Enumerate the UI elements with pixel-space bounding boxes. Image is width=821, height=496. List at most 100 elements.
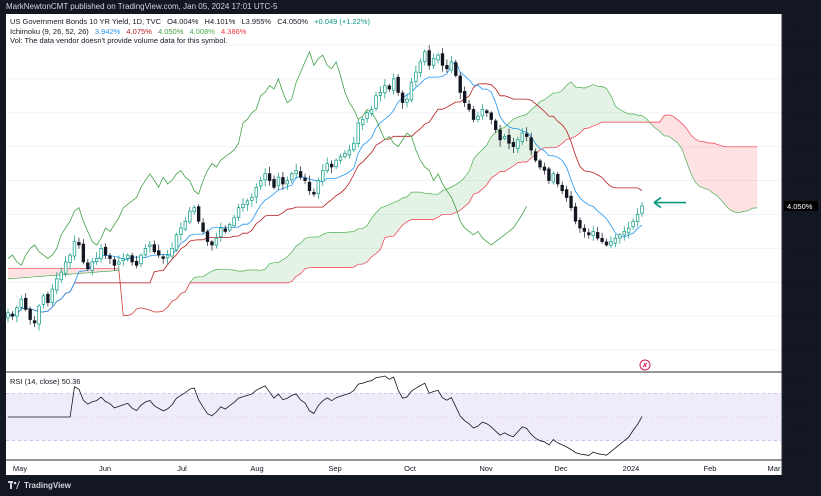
time-tick-label: May — [13, 464, 27, 473]
candle-body — [28, 309, 32, 320]
cloud-segment — [393, 200, 399, 237]
candle-body — [41, 295, 46, 305]
cloud-segment — [606, 88, 611, 123]
candle — [600, 232, 604, 244]
candle — [55, 272, 59, 295]
cloud-segment — [593, 84, 598, 126]
cloud-segment — [619, 109, 625, 123]
candle-body — [46, 293, 50, 303]
cloud-segment — [238, 271, 243, 283]
cloud-segment — [460, 177, 465, 211]
candle-body — [454, 62, 458, 76]
cloud-segment — [198, 276, 204, 283]
candle-body — [556, 173, 560, 185]
candle-body — [494, 120, 498, 131]
candle — [63, 256, 68, 277]
cloud-segment — [380, 206, 385, 250]
candle-body — [227, 224, 232, 231]
cloud-segment — [12, 268, 17, 279]
candle — [254, 183, 258, 204]
cloud-segment — [211, 269, 217, 283]
cloud-segment — [464, 171, 470, 207]
cloud-segment — [602, 86, 607, 123]
candle — [582, 224, 587, 238]
price-tick-label: 4.000% — [788, 210, 814, 219]
candle — [618, 233, 622, 244]
candle-body — [165, 254, 170, 259]
candle — [10, 311, 15, 321]
candle — [157, 244, 161, 259]
grid-lines — [6, 44, 782, 351]
cloud-segment — [642, 115, 647, 123]
candle-body — [365, 112, 369, 119]
candle-body — [600, 237, 604, 242]
candle — [126, 253, 130, 262]
candle-body — [94, 258, 99, 262]
ichimoku-conversion-value: 3.942% — [94, 26, 121, 36]
cloud-segment — [748, 146, 753, 211]
candle — [516, 136, 520, 154]
vol-text: Vol: The data vendor doesn't provide vol… — [10, 36, 228, 45]
candle-body — [298, 171, 303, 178]
cloud-segment — [300, 238, 306, 274]
candle — [307, 175, 312, 196]
cloud-segment — [101, 268, 106, 272]
candle — [396, 74, 400, 96]
cloud-segment — [362, 225, 368, 265]
candle-body — [392, 78, 396, 91]
candle-body — [431, 58, 436, 66]
candle — [352, 136, 356, 153]
candle-body — [458, 75, 462, 93]
conversion-line — [8, 60, 643, 316]
candle — [556, 172, 560, 188]
candle — [41, 293, 46, 309]
candle — [321, 164, 325, 186]
ichimoku-label: Ichimoku (9, 26, 52, 26) — [10, 26, 89, 36]
ichimoku-row: Ichimoku (9, 26, 52, 26) 3.942% 4.075% 4… — [10, 27, 374, 37]
price-axis: % 5.000% 4.800% 4.600% 4.400% 4.200% 4.000% 3.8… — [784, 21, 818, 355]
footer-brand[interactable]: TradingView — [8, 481, 71, 490]
candle — [170, 242, 174, 259]
cloud-segment — [411, 192, 416, 220]
candle — [139, 253, 143, 268]
cloud-segment — [327, 232, 332, 268]
candle-body — [19, 298, 23, 308]
candle — [462, 86, 467, 108]
close-value: C4.050% — [277, 17, 309, 26]
candle-body — [50, 288, 55, 303]
candle — [179, 222, 183, 241]
candle-body — [609, 241, 613, 246]
candle — [152, 240, 156, 255]
candle — [361, 117, 365, 130]
cloud-segment — [451, 184, 456, 215]
candle-body — [108, 255, 112, 259]
candle — [81, 239, 86, 265]
price-tick-label: 5.000% — [788, 41, 814, 50]
candle-body — [90, 261, 94, 271]
candle-body — [192, 207, 196, 212]
candle — [405, 93, 409, 108]
price-axis-unit: % — [792, 21, 799, 30]
tradingview-logo-icon — [8, 481, 20, 489]
candle-body — [547, 168, 551, 181]
candle-body — [303, 177, 307, 181]
candle — [227, 222, 232, 233]
event-marker-icon — [639, 359, 651, 371]
cloud-segment — [375, 208, 381, 254]
candle-body — [81, 243, 86, 263]
candle-body — [440, 53, 445, 66]
candle-body — [259, 180, 263, 187]
open-value: O4.004% — [167, 17, 199, 26]
candle — [480, 104, 485, 121]
cloud-segment — [220, 269, 226, 283]
candle — [24, 293, 28, 312]
candle — [494, 118, 498, 133]
cloud-segment — [712, 143, 718, 196]
candle — [72, 235, 77, 261]
candle — [174, 232, 179, 252]
cloud-segment — [52, 268, 57, 276]
low-value: L3.955% — [241, 17, 272, 26]
cloud-segment — [455, 181, 461, 213]
ichimoku-base-value: 4.075% — [126, 26, 152, 36]
